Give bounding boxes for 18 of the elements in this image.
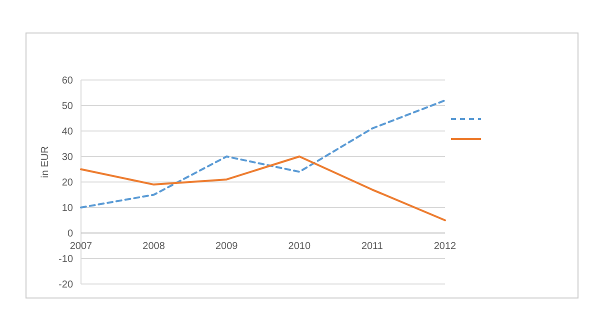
y-tick-label: 30 <box>62 152 74 163</box>
line-series <box>80 156 446 222</box>
y-tick-label: 40 <box>62 126 74 138</box>
x-tick-label: 2009 <box>215 241 238 252</box>
x-tick-label: 2012 <box>434 241 457 252</box>
x-tick-label: 2011 <box>361 241 384 252</box>
y-axis-title: in EUR <box>40 146 51 178</box>
x-tick-label: 2010 <box>288 241 311 252</box>
y-tick-label: -20 <box>58 280 74 290</box>
y-tick-label: 20 <box>62 178 74 188</box>
y-tick-label: 60 <box>62 76 74 86</box>
line-series <box>80 99 446 208</box>
y-tick-label: 0 <box>67 228 74 240</box>
y-tick-label: 50 <box>62 101 74 112</box>
y-tick-label: 10 <box>62 203 74 214</box>
x-tick-label: 2008 <box>142 241 166 252</box>
y-tick-label: -10 <box>58 254 74 265</box>
x-tick-label: 2007 <box>70 241 93 252</box>
